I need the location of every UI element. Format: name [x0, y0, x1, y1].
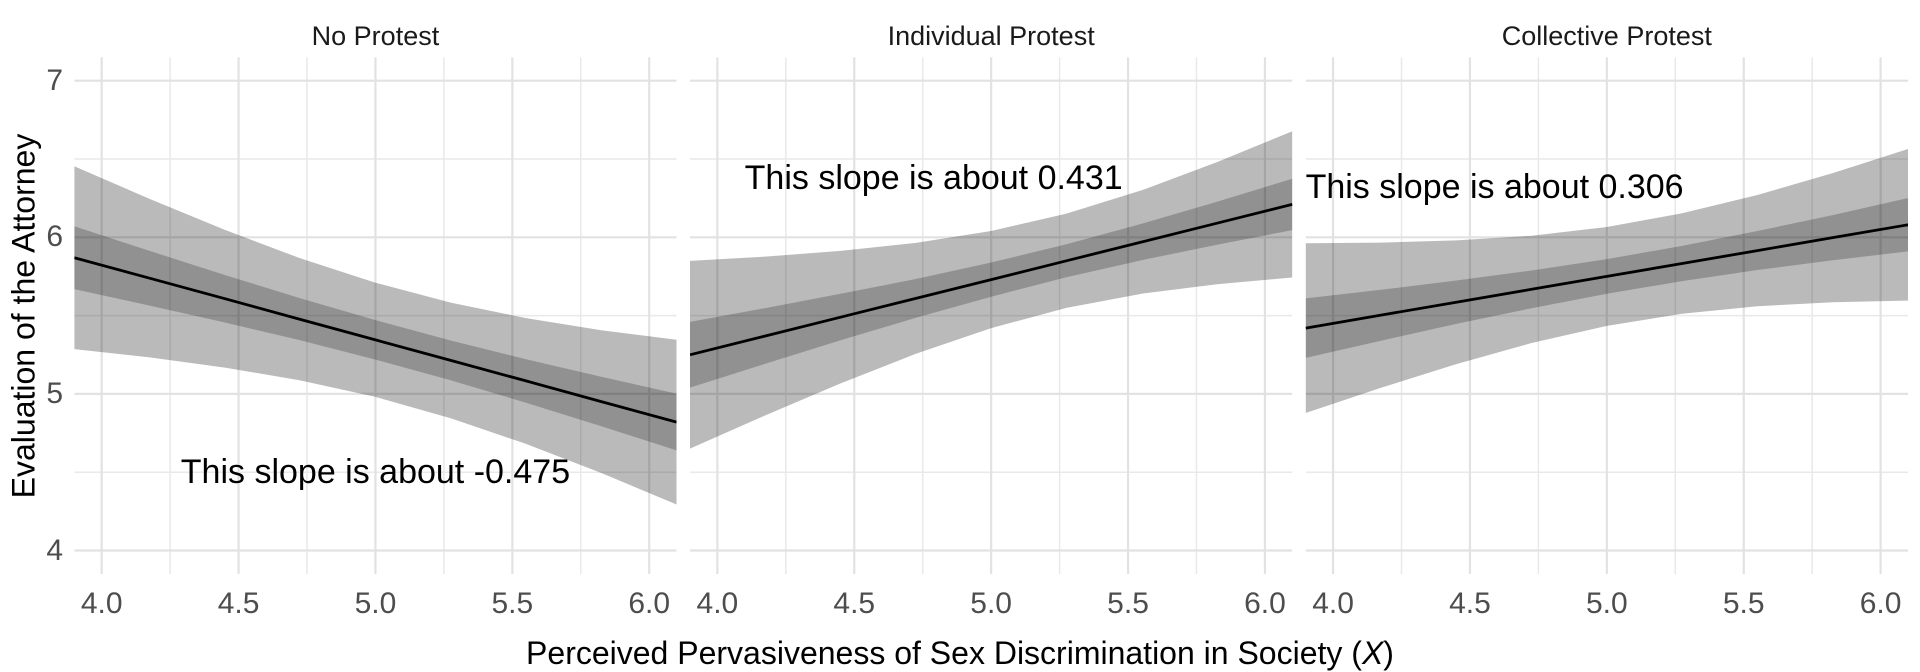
inner-confidence-band: [1305, 198, 1908, 358]
x-axis-title-variable: X: [1361, 635, 1384, 671]
y-tick-label: 6: [46, 220, 63, 254]
x-tick-label: 4.5: [217, 587, 260, 620]
facet-label: Collective Protest: [1501, 21, 1712, 51]
facet-label: No Protest: [311, 21, 440, 51]
x-tick-label: 6.0: [1244, 587, 1286, 620]
x-tick-label: 5.0: [1585, 587, 1628, 620]
x-tick-label: 5.0: [970, 587, 1012, 620]
x-axis-title: Perceived Pervasiveness of Sex Discrimin…: [0, 634, 1920, 672]
x-tick-label: 6.0: [1859, 587, 1902, 620]
y-tick-label: 7: [46, 63, 63, 97]
y-tick-label: 5: [46, 376, 63, 410]
outer-confidence-band: [690, 131, 1293, 449]
regression-line: [690, 203, 1293, 357]
y-axis-title: Evaluation of the Attorney: [5, 133, 42, 499]
x-tick-label: 5.5: [491, 587, 534, 620]
slope-annotation: This slope is about 0.306: [1305, 168, 1684, 207]
x-tick-label: 4.5: [1449, 587, 1491, 620]
facet-label: Individual Protest: [887, 21, 1095, 51]
x-tick-label: 5.5: [1107, 587, 1149, 620]
facet-panel: [1305, 57, 1908, 574]
slope-annotation: This slope is about 0.431: [744, 158, 1123, 197]
facet-panel: [690, 57, 1293, 574]
x-tick-label: 4.0: [80, 587, 123, 620]
regression-line: [74, 256, 677, 424]
facet-panel: [74, 57, 677, 574]
slope-annotation: This slope is about -0.475: [180, 453, 571, 492]
x-axis-title-text: Perceived Pervasiveness of Sex Discrimin…: [526, 635, 1362, 671]
x-axis-title-suffix: ): [1383, 635, 1394, 671]
outer-confidence-band: [1305, 149, 1908, 413]
inner-confidence-band: [74, 226, 677, 451]
x-tick-label: 4.0: [1312, 587, 1354, 620]
y-tick-label: 4: [46, 533, 63, 567]
inner-confidence-band: [690, 178, 1293, 388]
regression-line: [1305, 223, 1908, 330]
outer-confidence-band: [74, 166, 677, 505]
x-tick-label: 6.0: [628, 587, 671, 620]
x-tick-label: 5.0: [354, 587, 397, 620]
x-tick-label: 4.5: [833, 587, 876, 620]
x-tick-label: 4.0: [696, 587, 739, 620]
x-tick-label: 5.5: [1722, 587, 1765, 620]
